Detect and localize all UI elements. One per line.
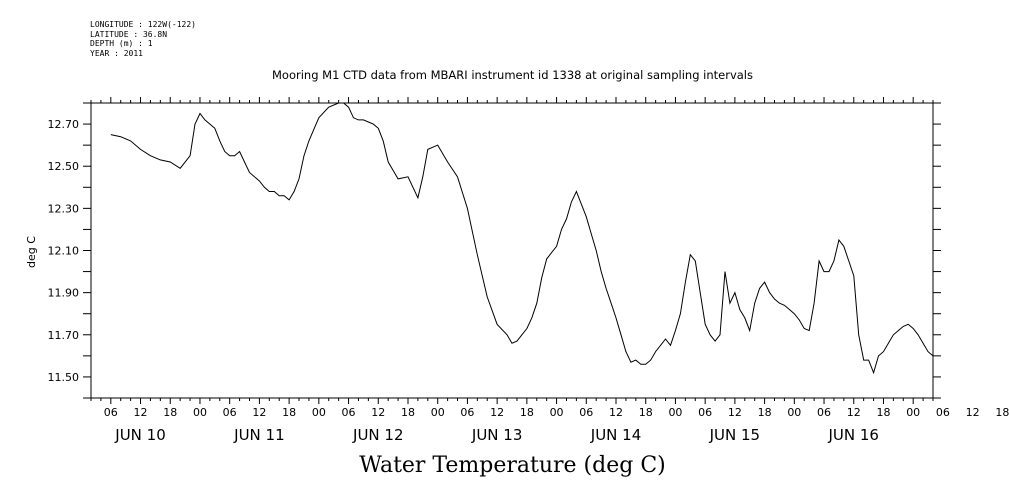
x-tick-label: 12 xyxy=(966,406,980,419)
x-axis-title-wrap: Water Temperature (deg C) xyxy=(0,453,1009,478)
day-label: JUN 15 xyxy=(709,426,760,444)
axis-ticks xyxy=(83,97,941,404)
x-tick-label: 12 xyxy=(847,406,861,419)
x-tick-label: 00 xyxy=(906,406,920,419)
y-tick-label: 11.90 xyxy=(48,287,80,300)
longitude-label: LONGITUDE : 122W(-122) xyxy=(90,20,196,29)
x-tick-label: 06 xyxy=(698,406,712,419)
depth-label: DEPTH (m) : 1 xyxy=(90,39,153,48)
x-tick-label: 06 xyxy=(342,406,356,419)
x-tick-label: 18 xyxy=(758,406,772,419)
x-tick-label: 18 xyxy=(639,406,653,419)
x-tick-label: 06 xyxy=(579,406,593,419)
latitude-label: LATITUDE : 36.8N xyxy=(90,29,168,39)
y-tick-labels: 12.70 12.50 12.30 12.10 11.90 11.70 11.50 xyxy=(48,118,80,384)
chart-title: Mooring M1 CTD data from MBARI instrumen… xyxy=(272,68,753,82)
day-labels: JUN 10 JUN 11 JUN 12 JUN 13 JUN 14 JUN 15 JUN … xyxy=(114,426,879,444)
y-tick-label: 12.70 xyxy=(48,118,80,131)
x-tick-label: 00 xyxy=(787,406,801,419)
x-tick-label: 06 xyxy=(936,406,950,419)
x-tick-label: 06 xyxy=(104,406,118,419)
day-label: JUN 13 xyxy=(471,426,522,444)
x-tick-labels: 06 12 18 00 06 12 18 00 06 12 18 00 06 12 18 00 06 12 18 00… xyxy=(104,406,1009,419)
x-tick-label: 18 xyxy=(995,406,1009,419)
y-tick-label: 11.50 xyxy=(48,371,80,384)
x-tick-label: 12 xyxy=(609,406,623,419)
x-tick-label: 06 xyxy=(460,406,474,419)
x-tick-label: 12 xyxy=(134,406,148,419)
x-tick-label: 18 xyxy=(163,406,177,419)
x-tick-label: 12 xyxy=(252,406,266,419)
series-line-water-temperature xyxy=(110,102,934,375)
x-tick-label: 06 xyxy=(223,406,237,419)
x-tick-label: 18 xyxy=(282,406,296,419)
x-tick-label: 18 xyxy=(876,406,890,419)
metadata-block: LONGITUDE : 122W(-122) LATITUDE : 36.8N … xyxy=(90,20,196,58)
x-tick-label: 00 xyxy=(550,406,564,419)
day-label: JUN 10 xyxy=(114,426,165,444)
x-tick-label: 00 xyxy=(193,406,207,419)
year-label: YEAR : 2011 xyxy=(90,48,143,58)
x-tick-label: 00 xyxy=(312,406,326,419)
x-tick-label: 12 xyxy=(490,406,504,419)
x-tick-label: 00 xyxy=(668,406,682,419)
x-tick-label: 12 xyxy=(728,406,742,419)
y-tick-label: 12.50 xyxy=(48,160,80,173)
day-label: JUN 14 xyxy=(590,426,641,444)
x-tick-label: 00 xyxy=(431,406,445,419)
x-tick-label: 18 xyxy=(401,406,415,419)
x-tick-label: 12 xyxy=(371,406,385,419)
y-tick-label: 12.10 xyxy=(48,245,80,258)
chart-title-wrap: Mooring M1 CTD data from MBARI instrumen… xyxy=(0,68,1009,82)
day-label: JUN 12 xyxy=(352,426,403,444)
plot-frame xyxy=(90,102,934,399)
day-label: JUN 11 xyxy=(233,426,284,444)
y-tick-label: 12.30 xyxy=(48,202,80,215)
day-label: JUN 16 xyxy=(828,426,879,444)
x-tick-label: 06 xyxy=(817,406,831,419)
y-axis-label: deg C xyxy=(25,236,38,268)
y-tick-label: 11.70 xyxy=(48,329,80,342)
x-axis-title: Water Temperature (deg C) xyxy=(359,453,666,478)
x-tick-label: 18 xyxy=(520,406,534,419)
